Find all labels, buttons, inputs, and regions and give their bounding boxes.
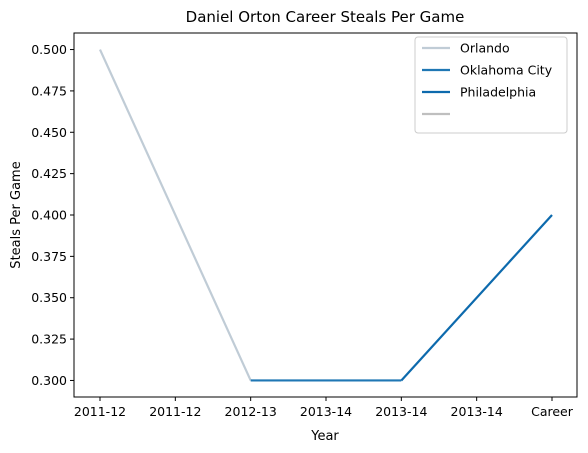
- y-tick-label: 0.350: [31, 290, 67, 305]
- y-tick-label: 0.425: [31, 166, 67, 181]
- x-tick-label: 2012-13: [225, 404, 277, 419]
- x-tick-label: 2013-14: [300, 404, 352, 419]
- legend: Orlando Oklahoma City Philadelphia: [414, 36, 568, 134]
- legend-label: Oklahoma City: [460, 63, 553, 78]
- x-tick-label: Career: [531, 404, 574, 419]
- x-axis-title: Year: [310, 429, 339, 444]
- y-tick-label: 0.400: [31, 208, 67, 223]
- y-tick-label: 0.375: [31, 249, 67, 264]
- legend-label: Orlando: [460, 41, 510, 56]
- chart-title: Daniel Orton Career Steals Per Game: [186, 8, 465, 26]
- y-tick-label: 0.300: [31, 373, 67, 388]
- y-tick-label: 0.500: [31, 42, 67, 57]
- y-tick-label: 0.475: [31, 83, 67, 98]
- series-line-2: [400, 214, 553, 382]
- legend-box: [414, 36, 568, 134]
- x-tick-label: 2013-14: [451, 404, 503, 419]
- x-tick-label: 2011-12: [74, 404, 126, 419]
- y-axis-title: Steals Per Game: [9, 161, 24, 268]
- x-tick-label: 2011-12: [149, 404, 201, 419]
- y-tick-label: 0.450: [31, 125, 67, 140]
- series-line-0: [98, 49, 252, 381]
- x-tick-label: 2013-14: [375, 404, 427, 419]
- legend-label: Philadelphia: [460, 85, 536, 100]
- y-tick-label: 0.325: [31, 332, 67, 347]
